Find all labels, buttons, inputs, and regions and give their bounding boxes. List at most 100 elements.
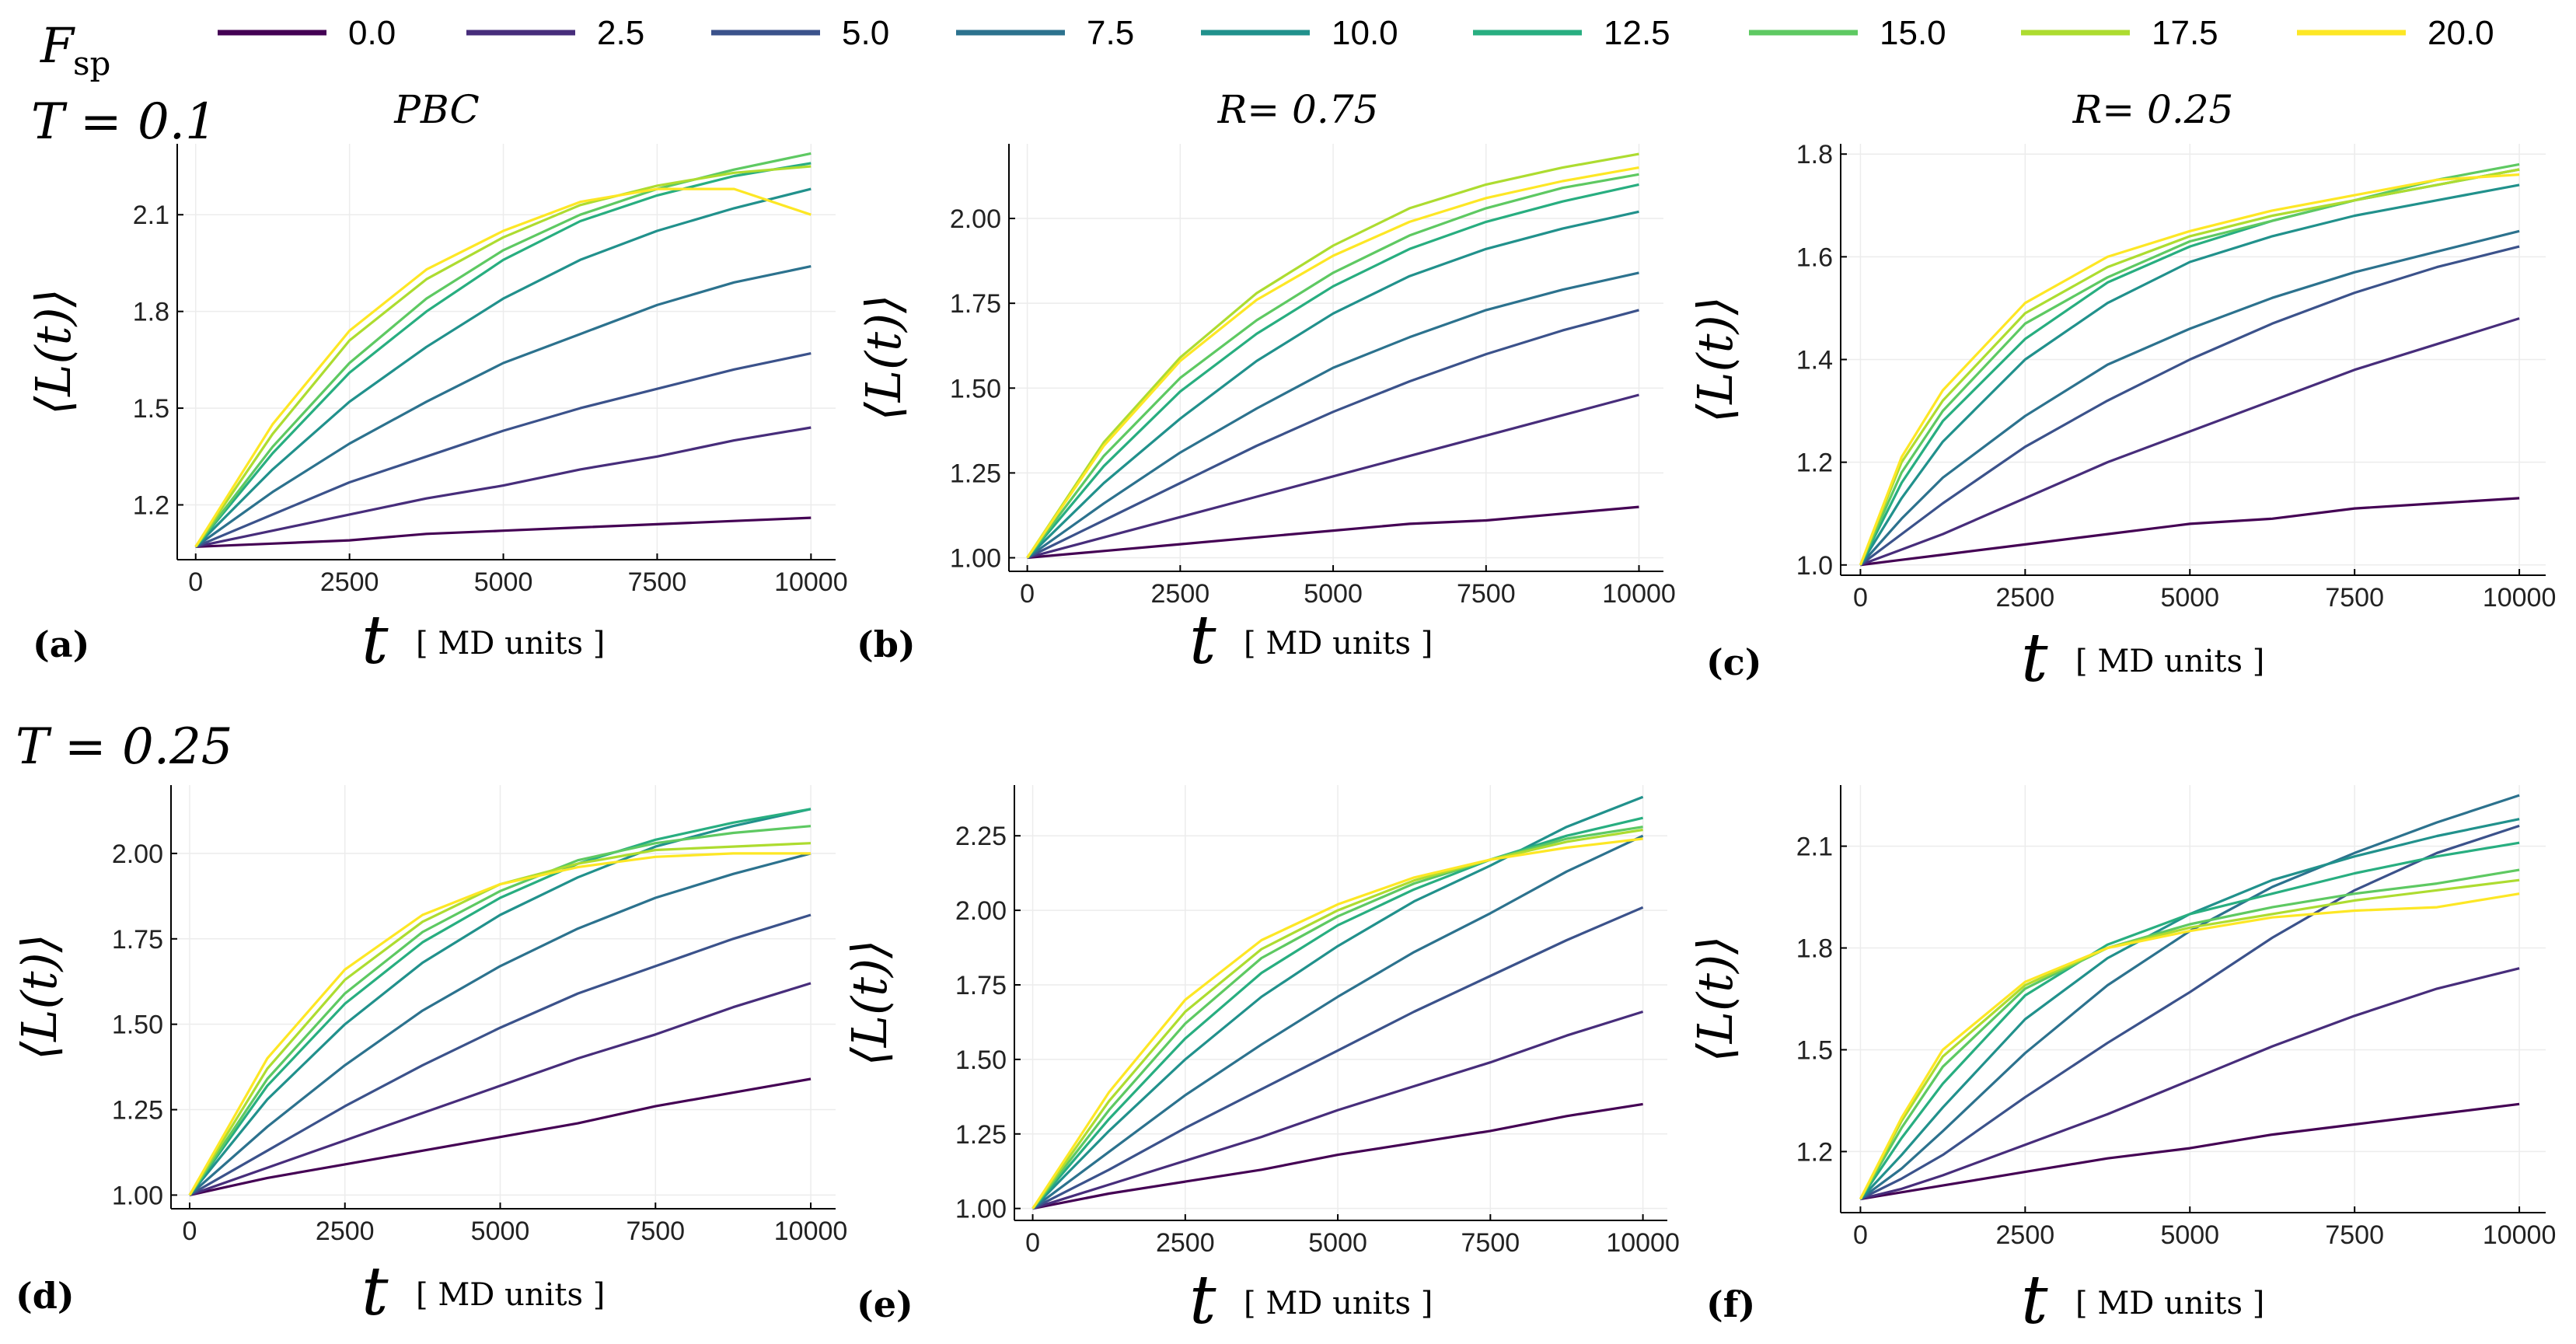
series-line-17-5 xyxy=(194,165,812,548)
series-line-12-5 xyxy=(1859,841,2520,1200)
series-line-7-5 xyxy=(1031,834,1644,1210)
series-line-20-0 xyxy=(1026,166,1639,559)
legend-item: 15.0 xyxy=(1749,14,1946,52)
panel-label: (f) xyxy=(1706,1283,1755,1325)
legend-item: 5.0 xyxy=(711,14,889,52)
legend-label: 5.0 xyxy=(842,14,889,52)
x-axis-label: t xyxy=(2021,620,2048,697)
x-axis-label: t xyxy=(1189,1262,1216,1339)
legend-label: 10.0 xyxy=(1332,14,1398,52)
y-axis-label: ⟨L(t)⟩ xyxy=(1687,936,1744,1063)
series-line-2-5 xyxy=(1860,967,2520,1201)
y-tick-label: 1.50 xyxy=(955,1046,1007,1075)
series-line-12-5 xyxy=(1031,816,1643,1210)
x-axis-unit: [ MD units ] xyxy=(1244,1286,1433,1321)
y-tick-label: 2.1 xyxy=(133,201,169,230)
x-tick-label: 10000 xyxy=(1606,1228,1680,1258)
x-tick-label: 0 xyxy=(1025,1228,1040,1258)
y-axis-label: ⟨L(t)⟩ xyxy=(855,295,912,421)
row-label-top: T = 0.1 xyxy=(31,93,217,151)
y-tick-label: 1.2 xyxy=(133,490,169,520)
series-line-2-5 xyxy=(1859,317,2520,567)
series-line-10-0 xyxy=(1859,183,2520,566)
y-tick-label: 1.8 xyxy=(133,298,169,327)
legend-item: 17.5 xyxy=(2021,14,2218,52)
chart-panel: 0 2500 5000 7500 10000 1.2 1.5 1.8 2.1 ⟨L(t)⟩ t [ M… xyxy=(1687,785,2556,1339)
y-tick-label: 1.50 xyxy=(950,374,1001,403)
row-label-bottom: T = 0.25 xyxy=(16,718,233,776)
x-tick-label: 2500 xyxy=(1156,1228,1215,1258)
legend-label: 0.0 xyxy=(348,14,396,52)
legend-label: 2.5 xyxy=(597,14,644,52)
x-tick-label: 5000 xyxy=(471,1217,530,1246)
legend-label: 20.0 xyxy=(2428,14,2494,52)
x-tick-label: 2500 xyxy=(1996,583,2055,613)
y-tick-label: 2.1 xyxy=(1796,833,1833,862)
x-tick-label: 7500 xyxy=(626,1217,685,1246)
legend-items: 0.0 2.5 5.0 7.5 10.0 12.5 15.0 17.5 20.0 xyxy=(218,14,2494,52)
x-tick-label: 0 xyxy=(1020,579,1035,609)
x-tick-label: 0 xyxy=(1853,1220,1868,1250)
x-tick-label: 5000 xyxy=(2160,1220,2219,1250)
series-line-5-0 xyxy=(1859,824,2520,1200)
legend-label: 7.5 xyxy=(1087,14,1134,52)
y-tick-label: 1.75 xyxy=(112,925,163,955)
x-axis-unit: [ MD units ] xyxy=(416,626,605,662)
series-line-0-0 xyxy=(1032,1102,1643,1210)
y-tick-label: 1.2 xyxy=(1796,1137,1833,1167)
x-axis-unit: [ MD units ] xyxy=(1244,626,1433,662)
panel-label: (b) xyxy=(857,623,916,665)
series-line-0-0 xyxy=(1860,497,2520,567)
series-line-5-0 xyxy=(1026,309,1639,559)
x-axis-label: t xyxy=(2021,1262,2048,1339)
panel-label: (e) xyxy=(857,1283,913,1325)
series-line-17-5 xyxy=(1859,878,2520,1200)
column-title-r025: R= 0.25 xyxy=(2072,87,2234,132)
x-tick-label: 7500 xyxy=(2325,583,2384,613)
panels: 0 2500 5000 7500 10000 1.2 1.5 1.8 2.1 ⟨L(t)⟩ t [ M… xyxy=(11,140,2556,1339)
legend-label: 15.0 xyxy=(1880,14,1946,52)
legend-title-subscript: sp xyxy=(73,44,110,82)
y-tick-label: 1.2 xyxy=(1796,449,1833,478)
series-line-2-5 xyxy=(189,982,812,1196)
series-line-5-0 xyxy=(189,913,812,1196)
series-line-7-5 xyxy=(1026,271,1639,559)
y-axis-label: ⟨L(t)⟩ xyxy=(841,940,898,1066)
legend-item: 10.0 xyxy=(1201,14,1398,52)
x-tick-label: 2500 xyxy=(316,1217,375,1246)
series-line-12-5 xyxy=(188,808,812,1196)
x-tick-label: 5000 xyxy=(1308,1228,1367,1258)
x-tick-label: 10000 xyxy=(2483,1220,2557,1250)
legend-title: F xyxy=(40,17,75,74)
series-line-20-0 xyxy=(194,187,812,548)
legend: F sp 0.0 2.5 5.0 7.5 10.0 12.5 15.0 17.5 20.0 xyxy=(40,14,2494,82)
series-line-10-0 xyxy=(188,808,812,1196)
y-tick-label: 2.25 xyxy=(955,822,1007,851)
x-axis-unit: [ MD units ] xyxy=(2075,1286,2264,1321)
y-tick-label: 1.0 xyxy=(1796,551,1833,581)
series-line-2-5 xyxy=(1027,393,1639,560)
y-tick-label: 1.8 xyxy=(1796,140,1833,169)
series-line-7-5 xyxy=(194,265,812,548)
panel-label: (c) xyxy=(1706,641,1762,683)
series-line-20-0 xyxy=(1859,173,2520,566)
x-tick-label: 10000 xyxy=(2483,583,2557,613)
x-tick-label: 2500 xyxy=(1151,579,1210,609)
x-tick-label: 7500 xyxy=(628,567,687,597)
y-tick-label: 1.25 xyxy=(955,1120,1007,1150)
x-tick-label: 5000 xyxy=(474,567,533,597)
x-tick-label: 2500 xyxy=(320,567,379,597)
series-line-15-0 xyxy=(1031,826,1643,1210)
x-tick-label: 10000 xyxy=(774,1217,848,1246)
series-line-0-0 xyxy=(195,516,812,548)
x-tick-label: 7500 xyxy=(1457,579,1516,609)
series-line-12-5 xyxy=(194,162,812,548)
y-tick-label: 1.00 xyxy=(112,1181,163,1210)
y-tick-label: 1.00 xyxy=(950,544,1001,574)
y-tick-label: 2.00 xyxy=(950,204,1001,234)
y-tick-label: 1.6 xyxy=(1796,243,1833,272)
series-line-7-5 xyxy=(1859,229,2520,566)
series-line-5-0 xyxy=(1031,906,1644,1210)
y-axis-label: ⟨L(t)⟩ xyxy=(11,934,68,1060)
